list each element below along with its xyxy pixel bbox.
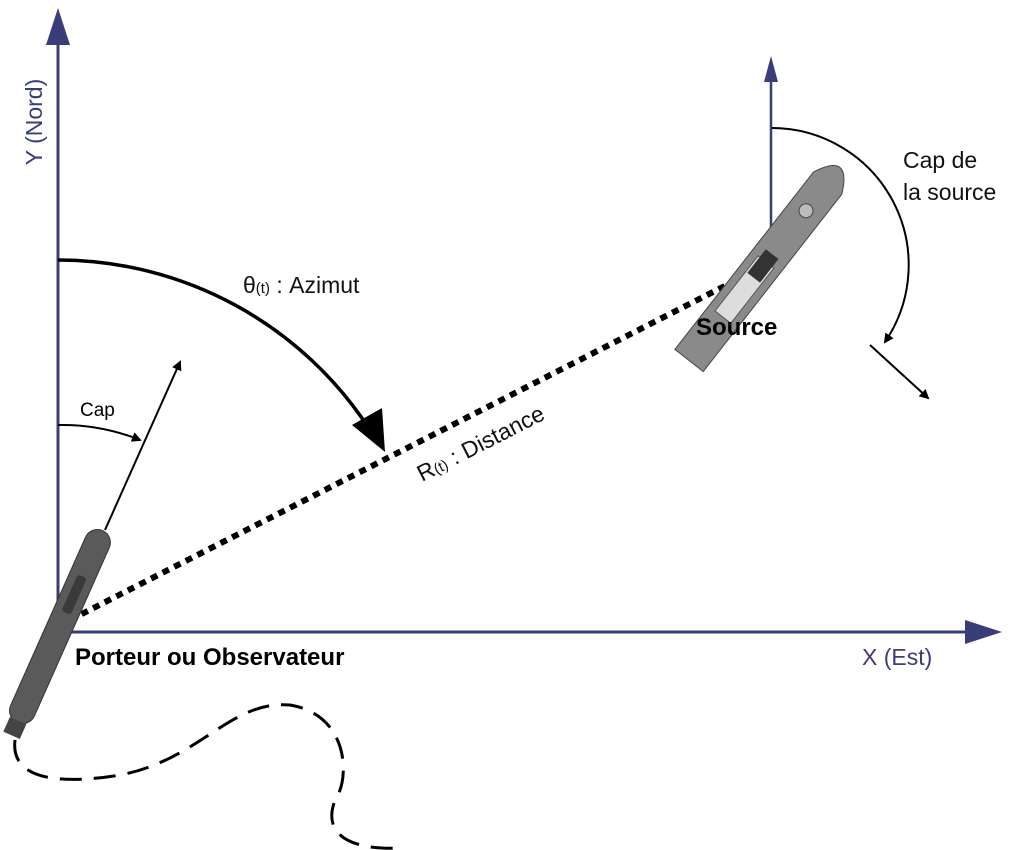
submarine [3,529,111,739]
distance-line [68,265,762,623]
x-axis-label: X (Est) [862,644,932,670]
observer-label: Porteur ou Observateur [75,644,344,671]
text: : Azimut [270,272,360,298]
wake-path [13,703,401,850]
heading-label: Cap [80,400,115,421]
source-heading-arc [771,127,910,344]
azimuth-arc [57,258,372,431]
y-arrowhead [46,8,70,45]
source-heading-label: la source [903,179,996,205]
subscript: (t) [256,280,270,297]
source-heading-arrow [869,344,930,400]
x-arrowhead [965,620,1002,644]
source-label: Source [696,314,777,341]
text: : Distance [440,400,549,472]
azimuth-label: θ(t) : Azimut [243,272,360,298]
subscript: (t) [431,456,451,478]
source-ship [674,164,845,373]
heading-arc [57,423,142,442]
azimuth-arrowhead [352,408,385,452]
source-north-arrowhead [764,56,778,82]
heading-arrow [104,360,182,531]
y-axis-label: Y (Nord) [21,79,47,166]
source-heading-label: Cap de [903,147,977,173]
symbol: θ [243,272,256,298]
